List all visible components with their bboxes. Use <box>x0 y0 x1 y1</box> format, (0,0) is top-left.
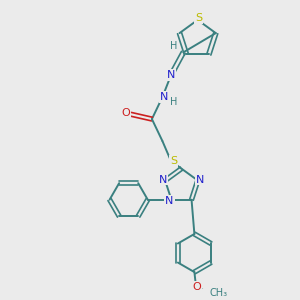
Text: N: N <box>159 175 167 184</box>
Text: O: O <box>192 282 201 292</box>
Text: N: N <box>165 196 174 206</box>
Text: N: N <box>160 92 169 102</box>
Text: H: H <box>170 41 178 51</box>
Text: S: S <box>170 156 177 166</box>
Text: N: N <box>167 70 175 80</box>
Text: H: H <box>170 97 178 107</box>
Text: S: S <box>195 13 202 23</box>
Text: N: N <box>196 175 204 184</box>
Text: O: O <box>122 108 130 118</box>
Text: CH₃: CH₃ <box>210 288 228 298</box>
